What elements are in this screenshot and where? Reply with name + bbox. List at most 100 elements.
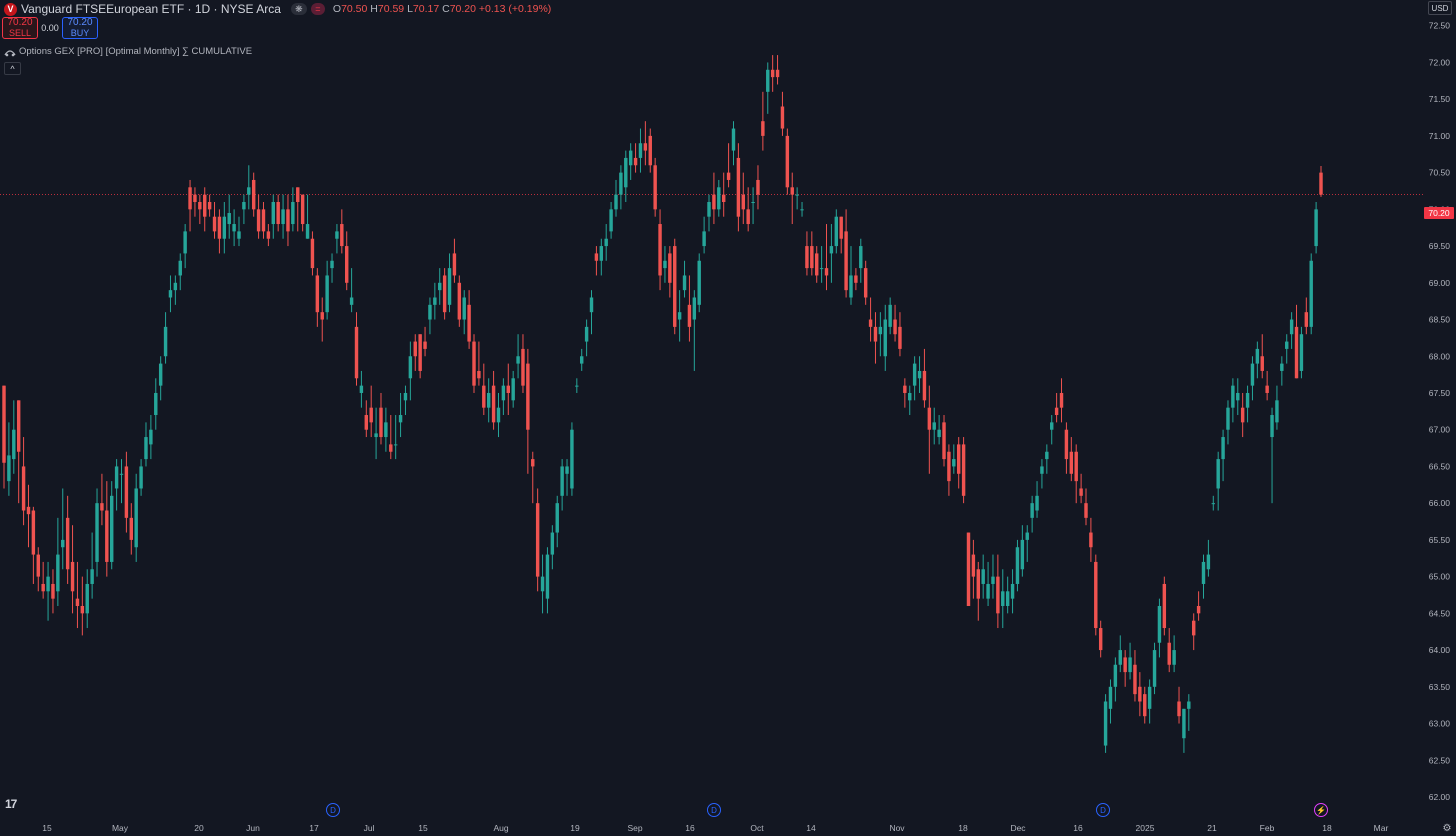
y-tick-label: 72.50 [1429,21,1451,31]
candle-body [1177,701,1181,717]
candle-body [105,510,109,562]
candle-body [839,216,843,239]
candle [364,400,369,438]
candle [712,172,716,225]
candle [1319,166,1323,197]
dividend-marker[interactable]: D [326,803,340,817]
candle [780,91,785,136]
currency-selector[interactable]: USD [1428,1,1452,15]
split-marker-icon[interactable]: ⚡ [1314,803,1328,817]
candle-body [633,157,638,166]
candle-body [947,451,951,482]
sell-button[interactable]: 70.20 SELL [2,17,38,39]
candle-body [291,202,295,225]
candle [893,304,897,342]
symbol-title[interactable]: Vanguard FTSEEuropean ETF · 1D · NYSE Ar… [21,2,281,16]
candle-body [393,444,398,446]
settings-icon[interactable]: ⚙ [1442,822,1452,834]
spread-value: 0.00 [41,23,59,33]
candle [203,187,207,232]
candle-body [374,433,378,438]
snowflake-icon[interactable]: ❋ [290,3,307,15]
candle-body [364,415,369,430]
candle-body [800,209,804,211]
candle [173,275,178,305]
indicator-legend[interactable]: Options GEX [PRO] [Optimal Monthly] ∑ CU… [4,46,252,57]
candle-body [712,194,716,210]
candle-body [178,260,182,276]
candle [1098,620,1103,658]
candle-body [90,569,94,584]
candle [770,55,775,92]
candle [883,304,887,371]
candle-body [389,444,393,452]
candle [560,459,564,511]
collapse-indicators-button[interactable]: ^ [4,62,21,75]
candle-body [1191,620,1196,636]
candle [1314,202,1318,254]
candle [942,415,946,467]
candle [1187,694,1191,731]
candle-body [154,392,158,416]
x-tick-label: May [112,823,129,833]
candle-body [251,179,256,210]
candle-body [1280,363,1284,371]
candle [1079,473,1083,504]
candle-body [810,246,814,269]
candle-body [310,238,315,269]
x-tick-label: Oct [750,823,764,833]
candle-body [1157,606,1162,643]
tradingview-logo[interactable]: 17 [5,797,17,811]
candle [477,341,481,386]
candle-body [188,187,192,210]
x-tick-label: Nov [889,823,905,833]
x-tick-label: Jul [364,823,375,833]
candle-body [467,304,471,342]
candle-body [217,216,222,239]
candle-body [560,466,564,496]
dividend-marker[interactable]: D [1096,803,1110,817]
candle-body [550,532,555,555]
y-tick-label: 67.50 [1429,388,1451,398]
candle-body [75,598,80,606]
candle [75,561,80,629]
candle-body [320,312,324,320]
candle-body [1094,561,1098,629]
candle [854,268,858,291]
x-axis-labels: 15 May 20 Jun 17 Jul 15 Aug 19 Sep 16 Oct 14 Nov 18 Dec… [42,823,1388,833]
low-value: 70.17 [412,3,440,15]
candle [266,224,271,247]
candle [1050,415,1054,445]
candle [663,246,667,283]
candle [687,275,692,342]
candle-body [207,202,212,210]
y-tick-label: 65.00 [1429,572,1451,582]
candle [1089,517,1093,562]
candle [354,312,359,386]
candle-body [917,370,922,379]
candle-body [193,194,197,202]
candle [697,253,701,313]
candle [105,481,109,577]
candle-body [46,576,50,592]
x-tick-label: 21 [1207,823,1217,833]
buy-button[interactable]: 70.20 BUY [62,17,98,39]
candle-body [599,246,604,261]
candle-body [702,231,706,247]
candle-body [1054,407,1059,416]
candle-body [815,253,819,276]
candle [1299,326,1304,379]
candle [139,459,143,496]
candle-body [1103,701,1108,746]
candle [154,378,158,430]
candle-body [795,194,799,196]
dividend-marker[interactable]: D [707,803,721,817]
candle-body [119,473,124,475]
candle [1216,451,1220,511]
candle [614,179,618,217]
y-tick-label: 68.00 [1429,351,1451,361]
market-status-icon[interactable]: = [310,3,325,15]
x-tick-label: Dec [1010,823,1026,833]
symbol-logo[interactable]: V [4,2,17,16]
